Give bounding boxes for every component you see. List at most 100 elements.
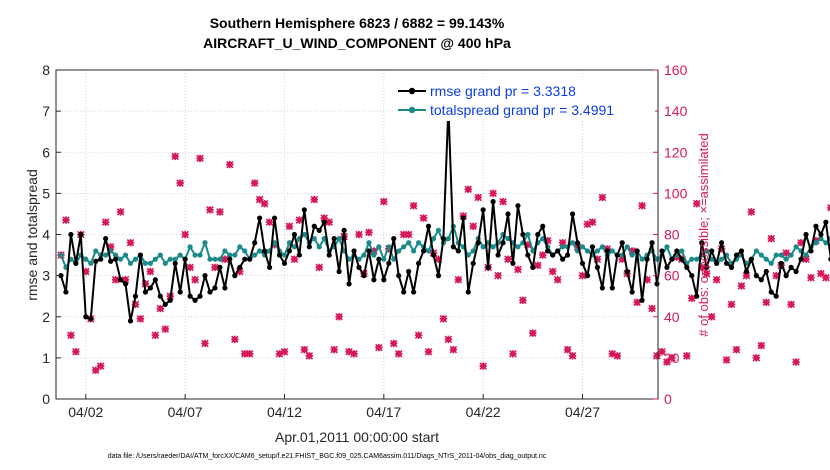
obs-possible-marker bbox=[808, 274, 814, 281]
obs-assimilated-marker bbox=[653, 352, 661, 360]
rmse-point bbox=[664, 264, 670, 270]
obs-assimilated-marker bbox=[424, 347, 433, 356]
obs-possible-marker bbox=[827, 204, 830, 211]
totalspread-point bbox=[763, 256, 769, 262]
legend-marker-totalspread bbox=[408, 106, 416, 114]
obs-possible-marker bbox=[261, 200, 268, 207]
y-tick-label-right: 0 bbox=[664, 391, 672, 407]
totalspread-point bbox=[753, 248, 759, 254]
totalspread-point bbox=[117, 256, 124, 262]
obs-point bbox=[424, 347, 433, 356]
y-tick-label-left: 4 bbox=[42, 227, 50, 243]
obs-point bbox=[827, 204, 830, 212]
obs-assimilated-marker bbox=[370, 247, 378, 255]
y-tick-label-right: 140 bbox=[664, 103, 688, 119]
obs-assimilated-marker bbox=[633, 298, 641, 307]
rmse-point bbox=[639, 297, 645, 303]
rmse-point bbox=[495, 252, 501, 258]
rmse-point bbox=[391, 236, 397, 242]
obs-possible-marker bbox=[599, 194, 606, 201]
totalspread-point bbox=[490, 244, 496, 250]
totalspread-point bbox=[157, 252, 163, 258]
obs-point bbox=[489, 189, 497, 198]
obs-assimilated-marker bbox=[737, 282, 746, 290]
obs-assimilated-marker bbox=[330, 345, 338, 354]
obs-assimilated-marker bbox=[727, 300, 736, 309]
obs-possible-marker bbox=[519, 297, 526, 304]
obs-possible-marker bbox=[693, 200, 700, 207]
rmse-point bbox=[63, 289, 69, 295]
obs-possible-marker bbox=[818, 270, 824, 277]
rmse-point bbox=[217, 264, 223, 270]
obs-possible-marker bbox=[316, 264, 323, 271]
rmse-point bbox=[425, 223, 432, 229]
obs-assimilated-marker bbox=[355, 230, 363, 239]
rmse-point bbox=[604, 248, 610, 254]
y-tick-label-left: 8 bbox=[42, 62, 50, 78]
legend-marker-rmse bbox=[408, 87, 416, 95]
obs-point bbox=[394, 349, 403, 358]
obs-possible-marker bbox=[410, 202, 417, 209]
obs-assimilated-marker bbox=[156, 304, 165, 313]
rmse-point bbox=[654, 281, 660, 287]
totalspread-point bbox=[207, 256, 213, 262]
rmse-point bbox=[818, 231, 824, 238]
obs-point bbox=[553, 275, 562, 284]
x-tick-label: 04/22 bbox=[466, 404, 501, 420]
obs-possible-marker bbox=[758, 342, 765, 349]
rmse-point bbox=[788, 264, 794, 270]
obs-possible-marker bbox=[231, 336, 238, 343]
obs-point bbox=[683, 352, 691, 360]
obs-point bbox=[747, 208, 756, 216]
rmse-point bbox=[108, 258, 114, 264]
y-tick-label-right: 100 bbox=[664, 185, 688, 201]
obs-point bbox=[295, 216, 304, 224]
obs-point bbox=[762, 298, 771, 307]
totalspread-point bbox=[823, 240, 829, 246]
obs-assimilated-marker bbox=[310, 195, 319, 204]
obs-point bbox=[365, 228, 373, 237]
obs-assimilated-marker bbox=[399, 230, 408, 239]
rmse-point bbox=[699, 240, 705, 246]
rmse-point bbox=[346, 281, 352, 287]
obs-point bbox=[310, 195, 319, 204]
rmse-point bbox=[83, 314, 89, 320]
obs-possible-marker bbox=[157, 305, 164, 312]
obs-assimilated-marker bbox=[389, 339, 398, 348]
totalspread-point bbox=[217, 256, 223, 262]
totalspread-point bbox=[177, 252, 183, 258]
totalspread-point bbox=[768, 260, 774, 266]
totalspread-point bbox=[406, 240, 412, 246]
obs-possible-marker bbox=[251, 180, 258, 186]
totalspread-point bbox=[664, 244, 670, 250]
rmse-point bbox=[182, 256, 188, 262]
rmse-point bbox=[574, 240, 581, 246]
obs-point bbox=[648, 304, 656, 313]
obs-assimilated-marker bbox=[707, 312, 716, 321]
obs-possible-marker bbox=[63, 217, 69, 224]
totalspread-point bbox=[103, 252, 109, 258]
rmse-point bbox=[738, 248, 745, 254]
obs-assimilated-marker bbox=[787, 300, 795, 309]
rmse-point bbox=[565, 252, 571, 258]
rmse-point bbox=[560, 256, 566, 262]
obs-assimilated-marker bbox=[509, 349, 517, 358]
totalspread-point bbox=[222, 248, 228, 254]
obs-possible-marker bbox=[266, 219, 273, 226]
rmse-point bbox=[207, 289, 213, 295]
obs-possible-marker bbox=[172, 153, 179, 160]
obs-assimilated-marker bbox=[280, 347, 289, 356]
obs-assimilated-marker bbox=[553, 275, 562, 284]
obs-possible-marker bbox=[197, 155, 203, 162]
obs-assimilated-marker bbox=[404, 230, 413, 239]
totalspread-point bbox=[113, 252, 119, 258]
rmse-point bbox=[555, 248, 561, 254]
obs-assimilated-marker bbox=[290, 255, 299, 263]
y-tick-label-right: 40 bbox=[664, 309, 680, 325]
obs-possible-marker bbox=[763, 299, 770, 306]
obs-assimilated-marker bbox=[211, 263, 219, 272]
obs-assimilated-marker bbox=[375, 343, 383, 352]
rmse-point bbox=[510, 260, 516, 266]
obs-assimilated-marker bbox=[494, 271, 502, 280]
rmse-point bbox=[550, 252, 556, 258]
